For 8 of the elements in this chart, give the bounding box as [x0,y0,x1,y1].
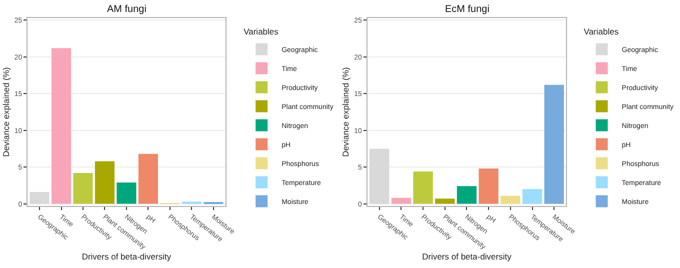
chart-title: AM fungi [107,4,146,15]
y-axis-title: Deviance explained (%) [340,66,351,157]
legend-title: Variables [244,26,278,37]
legend-title: Variables [584,26,619,37]
chart-title: EcM fungi [445,4,490,15]
y-axis-title: Deviance explained (%) [0,66,11,157]
x-axis-title: Drivers of beta-diversity [82,251,172,262]
x-axis-title: Drivers of beta-diversity [422,251,512,262]
